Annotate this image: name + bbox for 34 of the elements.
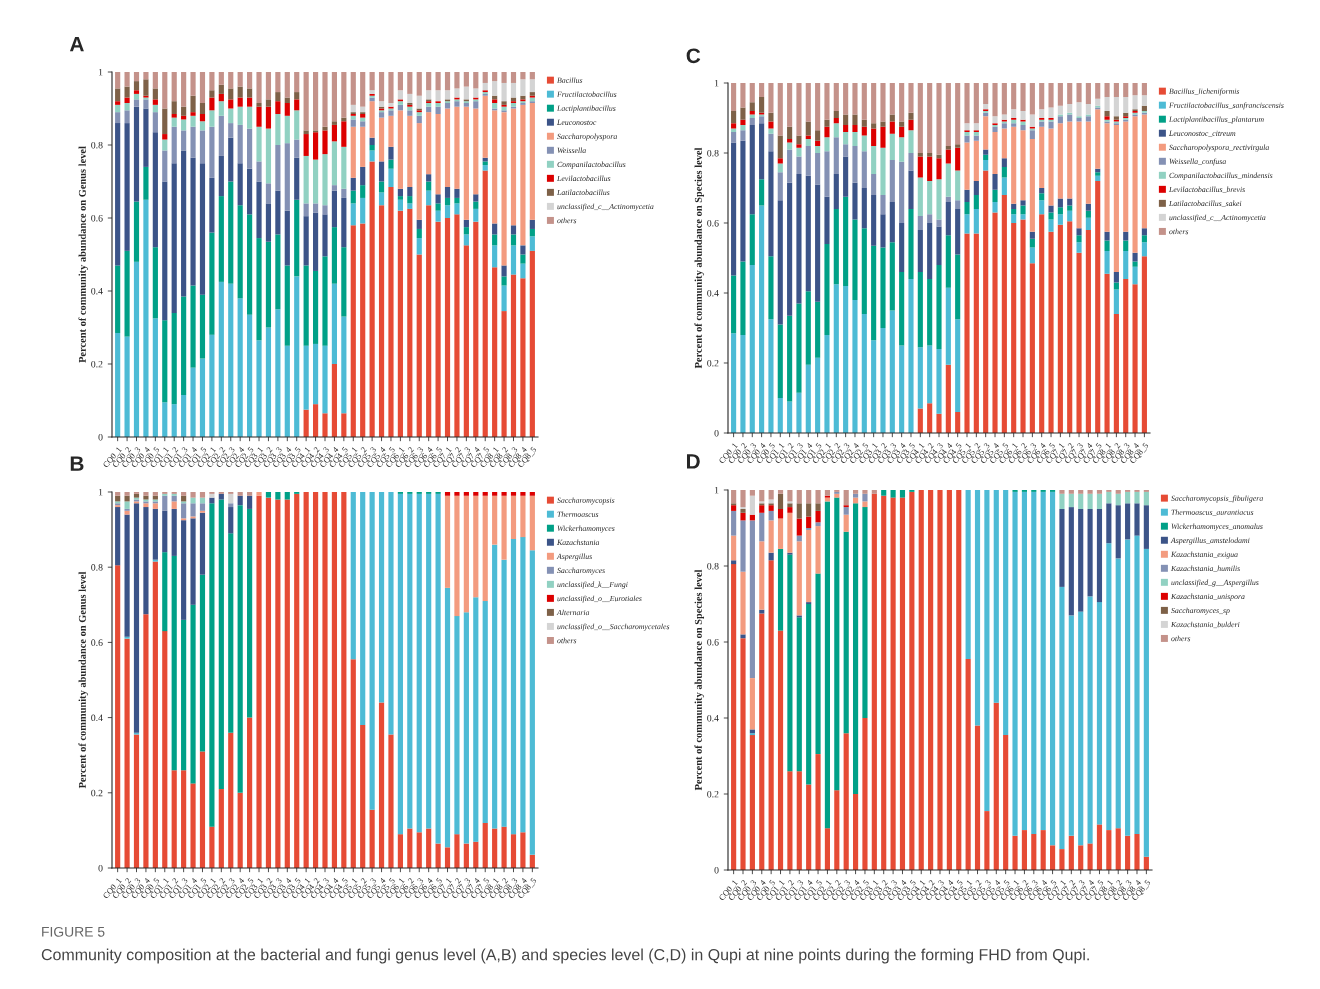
chart-title: C — [686, 48, 701, 64]
y-tick-label: 0.6 — [91, 214, 103, 222]
y-tick-label: 1 — [98, 68, 103, 76]
caption: FIGURE 5 — [42, 926, 105, 937]
chart-title: D — [686, 454, 700, 469]
y-axis-title: Percent of community abundance on Species level — [694, 569, 705, 791]
y-tick-label: 1 — [714, 486, 719, 494]
y-tick-label: 0.8 — [91, 141, 103, 149]
y-tick-label: 0.2 — [91, 789, 103, 797]
y-axis-title: Percent of community abundance on Genus level — [78, 571, 89, 789]
y-tick-label: 0.6 — [707, 638, 719, 646]
y-tick-label: 0 — [714, 429, 719, 437]
y-axis-title: Percent of community abundance on Genus level — [78, 146, 89, 363]
y-tick-label: 0.6 — [91, 639, 103, 646]
y-tick-label: 0.8 — [707, 149, 719, 157]
y-tick-label: 0.2 — [707, 359, 719, 367]
y-tick-label: 1 — [98, 488, 103, 496]
y-tick-label: 0 — [714, 866, 719, 874]
y-tick-label: 0.2 — [707, 790, 719, 798]
chart-title: A — [69, 36, 84, 52]
chart-title: B — [70, 456, 84, 471]
y-tick-label: 0 — [98, 433, 103, 441]
y-tick-label: 0.8 — [91, 564, 103, 571]
y-tick-label: 0.8 — [707, 562, 719, 570]
y-tick-label: 0.2 — [91, 360, 103, 368]
y-axis-title: Percent of community abundance on Species level — [694, 147, 705, 369]
y-tick-label: 0 — [98, 864, 103, 872]
y-tick-label: 0.4 — [91, 287, 103, 295]
y-tick-label: 0.4 — [707, 714, 719, 722]
y-tick-label: 1 — [714, 79, 719, 87]
y-tick-label: 0.4 — [91, 714, 103, 722]
text: Community composition at the bacterial and fungi genus level (A,B) and species level (C,D) in Qupi at nine points during the forming FHD from Qupi. — [41, 948, 1089, 964]
y-tick-label: 0.6 — [707, 219, 719, 227]
y-tick-label: 0.4 — [707, 289, 719, 297]
